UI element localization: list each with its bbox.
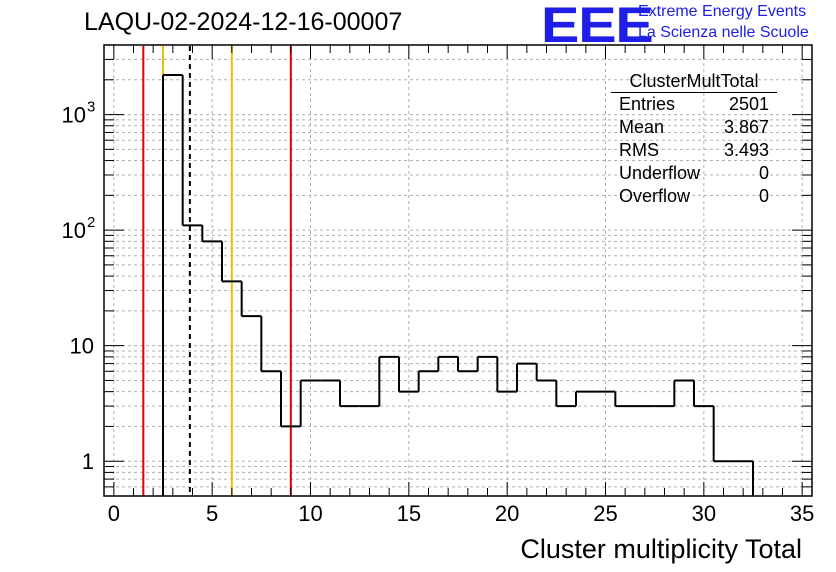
stats-label: Overflow [619, 186, 691, 206]
x-tick-label: 35 [790, 501, 814, 526]
y-tick-exponent: 2 [87, 214, 95, 231]
stats-row-overflow: Overflow 0 [611, 185, 777, 208]
x-tick-label: 30 [692, 501, 716, 526]
stats-value: 3.867 [723, 117, 769, 137]
chart-title: LAQU-02-2024-12-16-00007 [84, 8, 403, 36]
x-tick-label: 5 [206, 501, 218, 526]
stats-value: 2501 [728, 94, 769, 114]
y-tick-exponent: 3 [87, 99, 95, 116]
marker-lines [142, 46, 292, 496]
stats-value: 3.493 [723, 140, 769, 160]
axes-frame [103, 44, 813, 497]
y-tick-label: 10 [62, 218, 86, 243]
y-tick-label: 1 [82, 449, 94, 474]
x-tick-label: 25 [593, 501, 617, 526]
plot-frame [103, 44, 813, 497]
y-tick-label: 10 [62, 103, 86, 128]
stats-row-mean: Mean 3.867 [611, 116, 777, 139]
stats-row-entries: Entries 2501 [611, 93, 777, 116]
stats-label: Underflow [619, 163, 701, 183]
stats-label: RMS [619, 140, 659, 160]
grid [104, 44, 812, 496]
eee-logo: EEE [541, 0, 654, 53]
stats-label: Entries [619, 94, 676, 114]
logo-line-2: La Scienza nelle Scuole [638, 24, 809, 41]
x-axis-title: Cluster multiplicity Total [520, 534, 802, 564]
y-tick-label: 10 [70, 334, 94, 359]
axis-ticks [104, 44, 812, 497]
x-tick-label: 10 [298, 501, 322, 526]
stats-value: 0 [758, 186, 769, 206]
x-tick-label: 20 [495, 501, 519, 526]
stats-row-underflow: Underflow 0 [611, 162, 777, 185]
x-tick-label: 15 [397, 501, 421, 526]
histogram [162, 74, 754, 496]
stats-label: Mean [619, 117, 665, 137]
logo-line-1: Extreme Energy Events [638, 3, 807, 20]
stats-row-rms: RMS 3.493 [611, 139, 777, 162]
stats-value: 0 [758, 163, 769, 183]
x-tick-label: 0 [108, 501, 120, 526]
stats-box: ClusterMultTotal Entries 2501 Mean 3.867… [611, 70, 777, 208]
stats-title: ClusterMultTotal [611, 70, 777, 93]
